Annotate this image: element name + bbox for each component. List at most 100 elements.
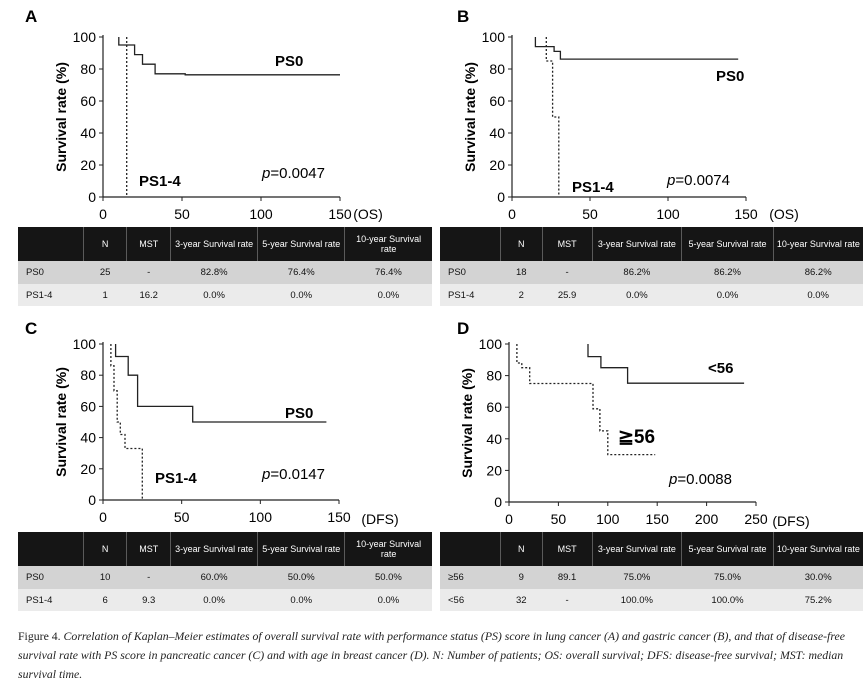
x-tick-label: 0: [505, 511, 513, 527]
table-cell: 76.4%: [344, 261, 432, 284]
table-header-cell: 10-year Survival rate: [773, 532, 863, 566]
y-tick-label: 100: [482, 29, 506, 45]
km-curve-secondary: [545, 37, 560, 197]
table-cell: 25: [83, 261, 127, 284]
y-axis-label: Survival rate (%): [53, 62, 69, 172]
y-tick-label: 40: [486, 431, 502, 447]
y-tick-label: 80: [489, 61, 505, 77]
km-curve-secondary: [110, 344, 143, 500]
km-curve-secondary: [516, 344, 656, 456]
table-cell: -: [126, 261, 171, 284]
table-cell: 6: [83, 589, 127, 611]
table-header-cell: MST: [542, 532, 593, 566]
y-tick-label: 100: [73, 29, 97, 45]
table-cell: 60.0%: [170, 566, 258, 589]
x-tick-label: 0: [99, 206, 107, 222]
y-tick-label: 80: [80, 367, 96, 383]
y-tick-label: 100: [73, 336, 97, 352]
table-cell: 18: [500, 261, 543, 284]
table-cell: <56: [440, 589, 501, 611]
p-value: p=0.0047: [261, 165, 325, 182]
caption-text: Correlation of Kaplan–Meier estimates of…: [18, 629, 845, 681]
series-label: PS1-4: [572, 179, 614, 196]
table-header-cell: N: [500, 532, 543, 566]
p-value: p=0.0088: [668, 471, 732, 488]
y-tick-label: 20: [80, 157, 96, 173]
table-cell: ≥56: [440, 566, 501, 589]
table-cell: 1: [83, 284, 127, 306]
p-number: =0.0147: [270, 466, 325, 483]
stats-table-c: N MST 3-year Survival rate 5-year Survival …: [18, 532, 432, 611]
table-cell: 10: [83, 566, 127, 589]
panel-letter: C: [25, 319, 37, 338]
table-cell: 86.2%: [773, 261, 863, 284]
stats-table-d: N MST 3-year Survival rate 5-year Survival …: [440, 532, 863, 611]
x-axis-unit: (DFS): [772, 513, 809, 529]
table-cell: 0.0%: [773, 284, 863, 306]
x-tick-label: 50: [174, 509, 190, 525]
x-tick-label: 50: [551, 511, 567, 527]
table-header-cell: N: [83, 227, 128, 261]
panel-a: A 0 20 40 60 80 100 0 50 100 150 (OS) Survival rate …: [0, 0, 432, 310]
y-tick-label: 0: [497, 189, 505, 205]
table-cell: 50.0%: [344, 566, 432, 589]
table-cell: -: [542, 261, 593, 284]
x-tick-label: 100: [596, 511, 620, 527]
km-curve-primary: [534, 37, 739, 60]
y-tick-label: 60: [80, 398, 96, 414]
x-tick-label: 150: [734, 206, 758, 222]
x-tick-label: 100: [656, 206, 680, 222]
series-label: PS0: [275, 53, 303, 70]
x-tick-label: 150: [646, 511, 670, 527]
table-header-cell: 5-year Survival rate: [681, 227, 774, 261]
panel-b: B 0 20 40 60 80 100 0 50 100 150 (OS) Survival rate …: [432, 0, 865, 310]
table-header-cell: 10-year Survival rate: [344, 227, 432, 261]
x-axis-unit: (OS): [769, 206, 799, 222]
table-header-cell: MST: [126, 227, 172, 261]
table-cell: 86.2%: [592, 261, 682, 284]
stats-table-a: N MST 3-year Survival rate 5-year Survival …: [18, 227, 432, 306]
km-plot-d: D 0 20 40 60 80 100 0 50 100 150 200 250 (DFS) Surviva…: [457, 319, 810, 529]
y-tick-label: 20: [486, 462, 502, 478]
table-row: PS0 25-82.8% 76.4% 76.4%: [18, 261, 432, 284]
x-axis-unit: (OS): [353, 206, 383, 222]
table-cell: 0.0%: [344, 284, 432, 306]
p-number: =0.0088: [677, 471, 732, 488]
table-cell: 89.1: [542, 566, 593, 589]
table-cell: 32: [500, 589, 543, 611]
table-header-cell: 5-year Survival rate: [681, 532, 774, 566]
panel-letter: A: [25, 7, 37, 26]
panel-c: C 0 20 40 60 80 100 0 50 100 150 (DFS) Survival rate…: [0, 312, 432, 622]
table-header-cell: 10-year Survival rate: [344, 532, 432, 566]
y-tick-label: 80: [80, 61, 96, 77]
x-tick-label: 200: [695, 511, 719, 527]
table-header-row: N MST 3-year Survival rate 5-year Survival …: [18, 532, 432, 566]
table-cell: 100.0%: [681, 589, 774, 611]
table-cell: 75.0%: [681, 566, 774, 589]
table-cell: 25.9: [542, 284, 593, 306]
p-symbol: p: [668, 471, 677, 488]
km-curve-primary: [587, 344, 745, 384]
table-row: PS1-4 6 9.3 0.0% 0.0% 0.0%: [18, 589, 432, 611]
series-label: PS1-4: [139, 173, 181, 190]
table-cell: PS0: [18, 566, 84, 589]
table-header-row: N MST 3-year Survival rate 5-year Survival …: [18, 227, 432, 261]
series-label: ≧56: [618, 427, 655, 448]
km-curve-primary: [118, 37, 340, 76]
stats-table-b: N MST 3-year Survival rate 5-year Survival …: [440, 227, 863, 306]
km-curve-primary: [114, 344, 327, 423]
table-cell: 0.0%: [170, 284, 258, 306]
y-tick-label: 20: [80, 461, 96, 477]
panel-letter: B: [457, 7, 469, 26]
y-tick-label: 0: [494, 494, 502, 510]
table-cell: 82.8%: [170, 261, 258, 284]
table-cell: 0.0%: [592, 284, 682, 306]
y-tick-label: 40: [80, 430, 96, 446]
y-axis-label: Survival rate (%): [462, 62, 478, 172]
table-cell: 16.2: [126, 284, 171, 306]
table-header-cell: 3-year Survival rate: [592, 227, 683, 261]
table-cell: PS0: [440, 261, 501, 284]
p-number: =0.0074: [675, 172, 730, 189]
table-cell: PS1-4: [18, 589, 84, 611]
y-tick-label: 40: [489, 125, 505, 141]
